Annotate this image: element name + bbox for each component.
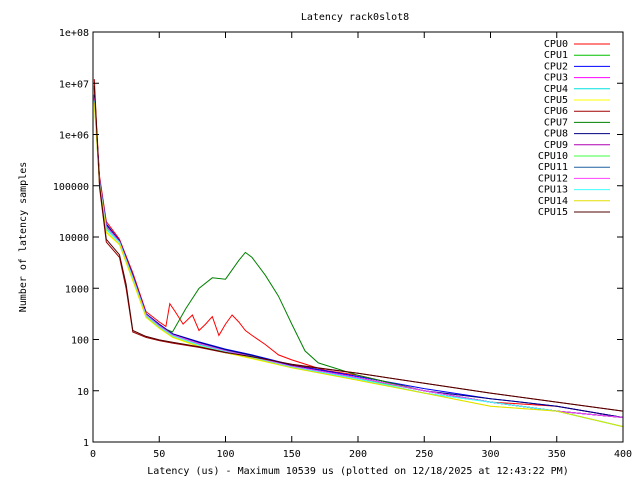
x-tick-label: 350 [548, 449, 566, 460]
legend-label-cpu2: CPU2 [544, 61, 568, 72]
x-tick-label: 150 [283, 449, 301, 460]
legend-label-cpu4: CPU4 [544, 84, 568, 95]
legend-label-cpu12: CPU12 [538, 173, 568, 184]
series-line-cpu13 [93, 100, 624, 428]
legend: CPU0CPU1CPU2CPU3CPU4CPU5CPU6CPU7CPU8CPU9… [538, 39, 610, 218]
x-tick-label: 0 [90, 449, 96, 460]
x-axis: 0 50 100 150 200 250 300 350 400 [90, 32, 632, 460]
series-line-cpu8 [93, 95, 624, 418]
legend-label-cpu11: CPU11 [538, 162, 568, 173]
y-tick-label: 10 [77, 387, 89, 398]
plot-series [93, 79, 624, 428]
legend-label-cpu10: CPU10 [538, 151, 568, 162]
legend-label-cpu14: CPU14 [538, 196, 568, 207]
y-tick-label: 1e+07 [59, 79, 89, 90]
legend-label-cpu0: CPU0 [544, 39, 568, 50]
x-tick-label: 50 [153, 449, 165, 460]
x-tick-label: 300 [481, 449, 499, 460]
series-line-cpu15 [93, 85, 624, 412]
series-line-cpu14 [93, 102, 624, 428]
y-tick-label: 1e+06 [59, 131, 89, 142]
y-axis-label: Number of latency samples [18, 162, 29, 313]
chart-title: Latency rack0slot8 [301, 12, 409, 23]
legend-label-cpu8: CPU8 [544, 129, 568, 140]
y-tick-label: 1e+08 [59, 28, 89, 39]
legend-label-cpu9: CPU9 [544, 140, 568, 151]
legend-label-cpu13: CPU13 [538, 185, 568, 196]
y-tick-label: 1000 [65, 284, 89, 295]
legend-label-cpu7: CPU7 [544, 117, 568, 128]
y-axis: 1 10 100 1000 10000 100000 1e+06 1e+07 1e+08 [53, 28, 623, 449]
series-line-cpu12 [93, 98, 624, 418]
x-tick-label: 250 [415, 449, 433, 460]
y-tick-label: 100000 [53, 182, 89, 193]
y-tick-label: 10000 [59, 233, 89, 244]
legend-label-cpu15: CPU15 [538, 207, 568, 218]
y-tick-label: 100 [71, 336, 89, 347]
legend-label-cpu1: CPU1 [544, 50, 568, 61]
y-tick-label: 1 [83, 438, 89, 449]
legend-label-cpu6: CPU6 [544, 106, 568, 117]
legend-label-cpu5: CPU5 [544, 95, 568, 106]
x-tick-label: 200 [349, 449, 367, 460]
x-axis-label: Latency (us) - Maximum 10539 us (plotted… [147, 466, 568, 477]
legend-label-cpu3: CPU3 [544, 73, 568, 84]
x-tick-label: 400 [614, 449, 632, 460]
x-tick-label: 100 [216, 449, 234, 460]
